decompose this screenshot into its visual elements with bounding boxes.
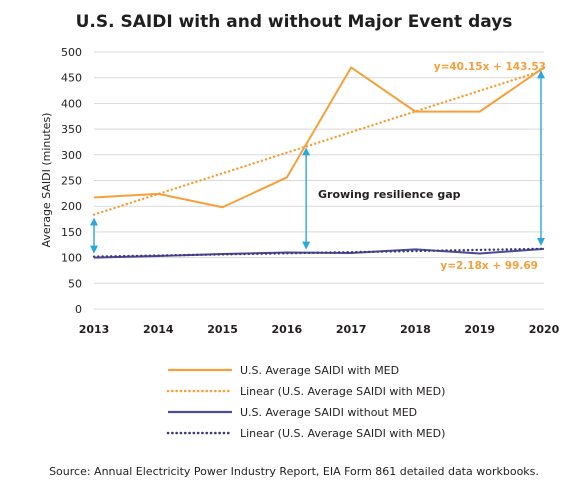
y-axis-label: Average SAIDI (minutes) xyxy=(40,113,53,248)
gridlines xyxy=(94,51,544,310)
y-tick-label: 50 xyxy=(68,277,82,290)
x-tick-label: 2015 xyxy=(207,323,238,336)
x-tick-label: 2018 xyxy=(400,323,431,336)
x-tick-label: 2016 xyxy=(272,323,303,336)
trend-equation-with-med: y=40.15x + 143.53 xyxy=(434,61,546,73)
legend-label: Linear (U.S. Average SAIDI with MED) xyxy=(240,427,445,440)
chart-title: U.S. SAIDI with and without Major Event … xyxy=(76,12,513,32)
x-tick-label: 2014 xyxy=(143,323,174,336)
gap-arrows xyxy=(90,70,545,254)
y-axis-ticks: 0 50 100 150 200 250 300 350 400 450 500 xyxy=(61,46,82,316)
y-tick-label: 450 xyxy=(61,72,82,85)
legend-label: U.S. Average SAIDI with MED xyxy=(240,364,399,377)
trendline-with-med xyxy=(92,68,546,216)
x-tick-label: 2019 xyxy=(464,323,495,336)
trend-equation-without-med: y=2.18x + 99.69 xyxy=(440,260,538,272)
trendline-without-med xyxy=(92,247,546,258)
x-tick-label: 2013 xyxy=(79,323,110,336)
gap-annotation: Growing resilience gap xyxy=(318,188,461,201)
source-note: Source: Annual Electricity Power Industr… xyxy=(49,465,539,478)
y-tick-label: 400 xyxy=(61,97,82,110)
legend: U.S. Average SAIDI with MED Linear (U.S. … xyxy=(166,364,445,440)
x-tick-label: 2020 xyxy=(529,323,560,336)
y-tick-label: 150 xyxy=(61,226,82,239)
y-tick-label: 100 xyxy=(61,252,82,265)
y-tick-label: 200 xyxy=(61,200,82,213)
y-tick-label: 300 xyxy=(61,149,82,162)
plot-series xyxy=(92,66,546,259)
x-axis-ticks: 2013 2014 2015 2016 2017 2018 2019 2020 xyxy=(79,323,560,336)
y-tick-label: 500 xyxy=(61,46,82,59)
y-tick-label: 250 xyxy=(61,175,82,188)
x-tick-label: 2017 xyxy=(336,323,367,336)
series-line-with-med xyxy=(93,66,545,209)
series-line-without-med xyxy=(93,247,545,259)
legend-label: U.S. Average SAIDI without MED xyxy=(240,406,417,419)
y-tick-label: 0 xyxy=(75,303,82,316)
y-tick-label: 350 xyxy=(61,123,82,136)
legend-label: Linear (U.S. Average SAIDI with MED) xyxy=(240,385,445,398)
